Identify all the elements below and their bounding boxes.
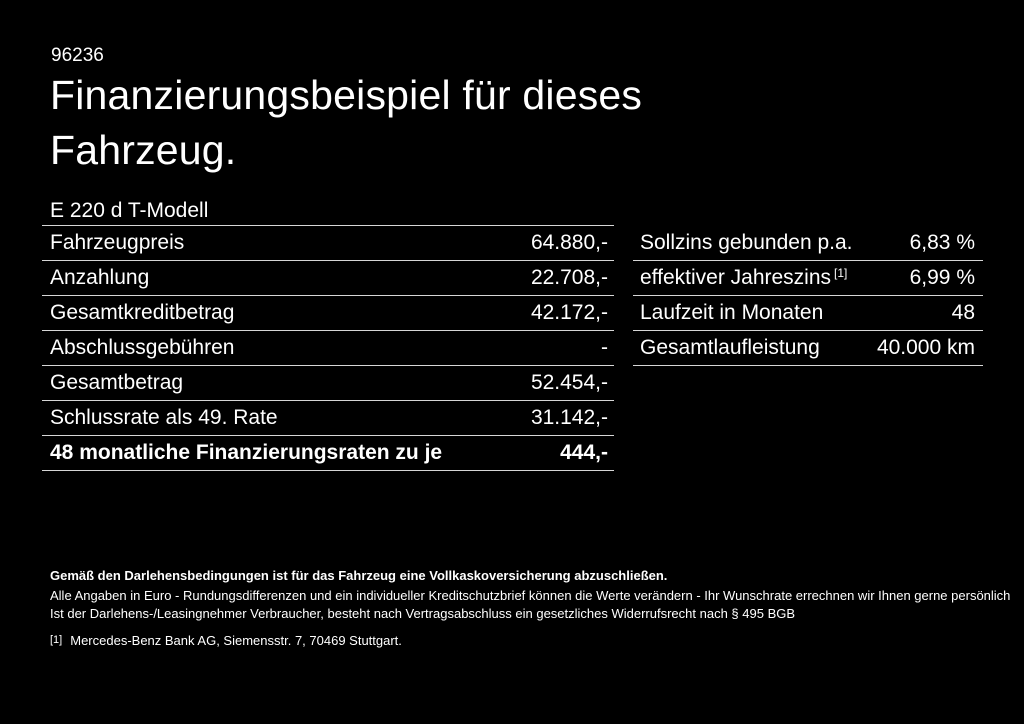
finance-row-gesamtbetrag: Gesamtbetrag 52.454,- xyxy=(42,366,614,401)
finance-row-fahrzeugpreis: Fahrzeugpreis 64.880,- xyxy=(42,226,614,261)
row-value: 52.454,- xyxy=(530,371,608,394)
row-label: Abschlussgebühren xyxy=(50,336,235,359)
row-value: 42.172,- xyxy=(530,301,608,324)
row-value: 22.708,- xyxy=(530,266,608,289)
vehicle-model: E 220 d T-Modell xyxy=(42,196,614,226)
row-label: Gesamtkreditbetrag xyxy=(50,301,235,324)
disclaimer-insurance: Gemäß den Darlehensbedingungen ist für d… xyxy=(50,568,668,583)
page-title-line-1: Finanzierungsbeispiel für dieses xyxy=(50,72,643,118)
disclaimer-note-2: Ist der Darlehens-/Leasingnehmer Verbrau… xyxy=(50,605,796,621)
condition-row-sollzins: Sollzins gebunden p.a. 6,83 % xyxy=(633,226,983,261)
finance-row-monatsrate: 48 monatliche Finanzierungsraten zu je 4… xyxy=(42,436,614,471)
row-value: 48 xyxy=(951,301,975,324)
condition-row-laufzeit: Laufzeit in Monaten 48 xyxy=(633,296,983,331)
footnote: [1] Mercedes-Benz Bank AG, Siemensstr. 7… xyxy=(50,632,1010,652)
footnote-marker: [1] xyxy=(50,634,63,646)
row-label: 48 monatliche Finanzierungsraten zu je xyxy=(50,441,443,464)
page-title-line-2: Fahrzeug. xyxy=(50,127,237,173)
row-value: 64.880,- xyxy=(530,231,608,254)
row-label: Schlussrate als 49. Rate xyxy=(50,406,278,429)
footnote-text: Mercedes-Benz Bank AG, Siemensstr. 7, 70… xyxy=(70,633,402,648)
row-value: 6,83 % xyxy=(909,231,975,254)
disclaimer-note-1: Alle Angaben in Euro - Rundungsdifferenz… xyxy=(50,588,1011,603)
row-label: Sollzins gebunden p.a. xyxy=(640,231,853,254)
footnote-superscript: [1] xyxy=(834,266,848,280)
page-title: Finanzierungsbeispiel für dieses Fahrzeu… xyxy=(50,68,642,178)
finance-row-abschlussgebuehren: Abschlussgebühren - xyxy=(42,331,614,366)
row-label: effektiver Jahreszins [1] xyxy=(640,266,848,289)
row-label: Fahrzeugpreis xyxy=(50,231,185,254)
disclaimer-block: Gemäß den Darlehensbedingungen ist für d… xyxy=(50,567,1010,652)
row-label: Gesamtbetrag xyxy=(50,371,184,394)
row-value: 6,99 % xyxy=(909,266,975,289)
row-label: Anzahlung xyxy=(50,266,150,289)
row-value: 444,- xyxy=(560,441,608,464)
row-value: 40.000 km xyxy=(876,336,975,359)
row-label: Gesamtlaufleistung xyxy=(640,336,820,359)
finance-row-gesamtkreditbetrag: Gesamtkreditbetrag 42.172,- xyxy=(42,296,614,331)
row-value: 31.142,- xyxy=(530,406,608,429)
conditions-table: Sollzins gebunden p.a. 6,83 % effektiver… xyxy=(633,226,983,366)
condition-row-effektiver-jahreszins: effektiver Jahreszins [1] 6,99 % xyxy=(633,261,983,296)
condition-row-gesamtlaufleistung: Gesamtlaufleistung 40.000 km xyxy=(633,331,983,366)
financing-table: E 220 d T-Modell Fahrzeugpreis 64.880,- … xyxy=(42,196,614,471)
finance-row-anzahlung: Anzahlung 22.708,- xyxy=(42,261,614,296)
finance-row-schlussrate: Schlussrate als 49. Rate 31.142,- xyxy=(42,401,614,436)
row-label: Laufzeit in Monaten xyxy=(640,301,824,324)
row-value: - xyxy=(601,336,608,359)
ref-number: 96236 xyxy=(51,45,104,66)
